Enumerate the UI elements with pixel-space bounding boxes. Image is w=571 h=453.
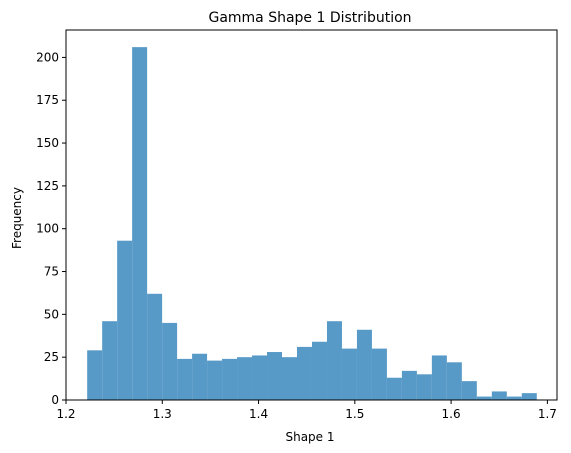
histogram-bar [401,370,417,400]
y-tick-label: 150 [36,136,59,150]
histogram-bar [147,293,163,400]
histogram-bar [521,393,537,400]
y-axis-label: Frequency [10,187,24,249]
histogram-bar [267,352,283,400]
y-tick-label: 25 [44,350,59,364]
histogram-bar [356,329,372,400]
y-tick-label: 200 [36,50,59,64]
histogram-bar [431,355,447,400]
histogram-bar [282,357,297,400]
x-axis: 1.2 1.3 1.4 1.5 1.6 1.7 [56,400,557,421]
histogram-bar [252,355,268,400]
x-tick-label: 1.2 [56,407,75,421]
histogram-bar [371,348,387,400]
x-tick-label: 1.5 [345,407,364,421]
y-tick-label: 50 [44,307,59,321]
x-tick-label: 1.6 [442,407,461,421]
histogram-bar [491,391,507,400]
histogram-bar [132,47,148,400]
histogram-bar [506,396,522,400]
histogram-bar [222,358,238,400]
histogram-bar [461,381,477,400]
y-tick-label: 100 [36,222,59,236]
histogram-bar [296,346,312,400]
histogram-bar [237,357,253,400]
histogram-bar [87,350,103,400]
x-tick-label: 1.3 [153,407,172,421]
x-tick-label: 1.4 [249,407,268,421]
plot-frame [65,29,558,401]
histogram-bar [162,322,178,400]
y-axis: 0 25 50 75 100 125 150 175 200 [36,50,66,407]
histogram-bars [87,47,537,400]
histogram-bar [207,360,223,400]
histogram-bar [446,362,462,400]
y-tick-label: 0 [51,393,59,407]
histogram-bar [177,358,193,400]
histogram-bar [192,353,208,400]
histogram-bar [386,377,402,400]
histogram-bar [326,321,342,400]
histogram-bar [476,396,492,400]
y-tick-label: 125 [36,179,59,193]
chart-title: Gamma Shape 1 Distribution [208,10,411,26]
x-tick-label: 1.7 [538,407,557,421]
histogram-bar [416,374,432,400]
y-tick-label: 175 [36,93,59,107]
histogram-bar [311,341,327,400]
histogram-bar [117,240,133,400]
histogram-bar [341,348,357,400]
histogram-bar [102,321,118,400]
y-tick-label: 75 [44,265,59,279]
x-axis-label: Shape 1 [285,430,334,444]
